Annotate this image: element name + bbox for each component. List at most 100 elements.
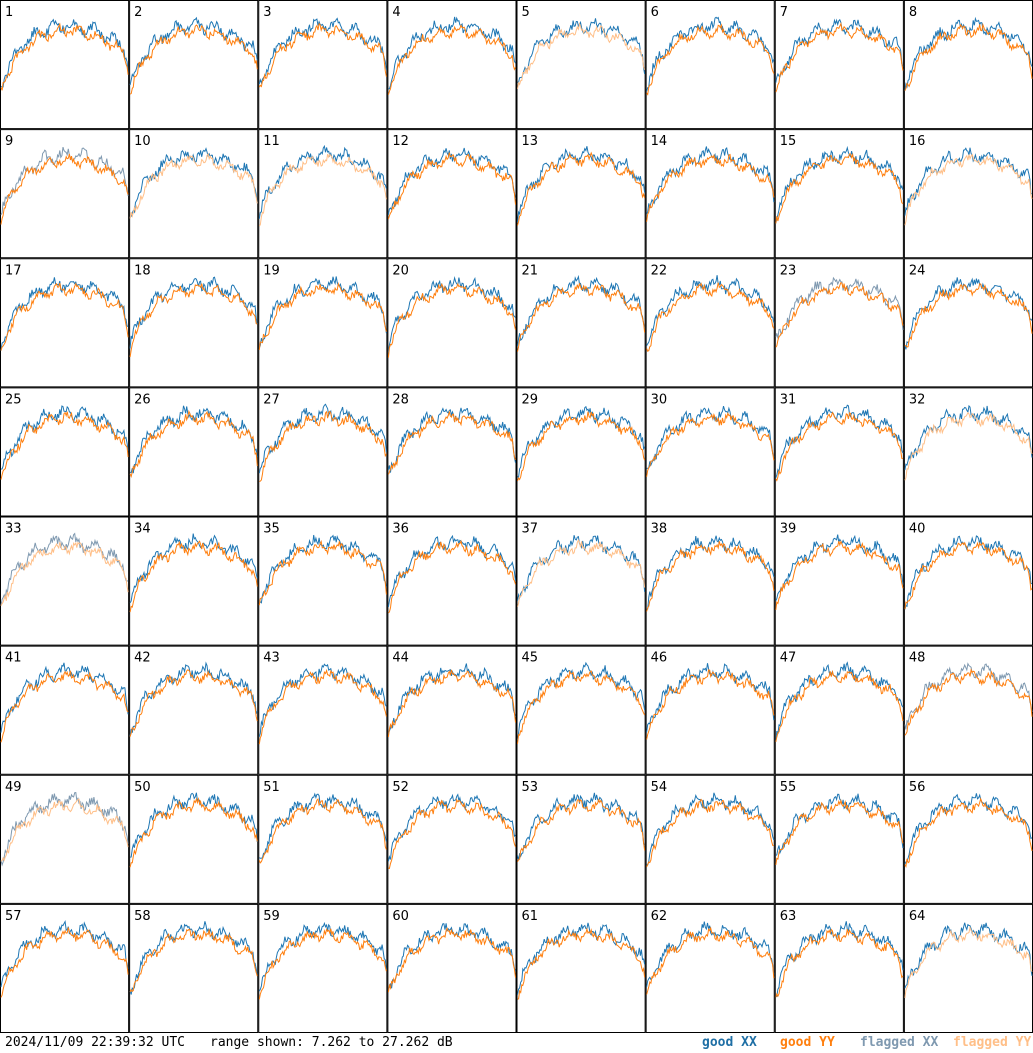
panel-63: 63 bbox=[774, 903, 904, 1033]
panel-label: 56 bbox=[909, 780, 926, 795]
xx-line bbox=[0, 277, 129, 351]
xx-line bbox=[387, 276, 516, 353]
panel-label: 31 bbox=[780, 392, 797, 407]
panel-label: 49 bbox=[5, 780, 22, 795]
yy-line bbox=[0, 927, 129, 998]
panel-label: 63 bbox=[780, 909, 797, 924]
panel-label: 28 bbox=[392, 392, 409, 407]
panel-label: 20 bbox=[392, 263, 409, 278]
panel-45: 45 bbox=[516, 645, 646, 775]
panel-15: 15 bbox=[774, 129, 904, 259]
panel-frame bbox=[774, 387, 904, 517]
panel-frame bbox=[0, 774, 130, 904]
panel-55: 55 bbox=[774, 774, 904, 904]
panel-frame bbox=[387, 129, 517, 259]
xx-line bbox=[387, 793, 516, 862]
panel-label: 32 bbox=[909, 392, 926, 407]
panel-frame bbox=[129, 645, 259, 775]
yy-line bbox=[517, 283, 646, 352]
panel-frame bbox=[387, 903, 517, 1033]
panel-label: 62 bbox=[651, 909, 668, 924]
panel-label: 25 bbox=[5, 392, 22, 407]
panel-22: 22 bbox=[645, 258, 775, 388]
panel-label: 35 bbox=[263, 522, 280, 537]
yy-line bbox=[517, 927, 646, 1000]
panel-frame bbox=[387, 516, 517, 646]
panel-60: 60 bbox=[387, 903, 517, 1033]
panel-label: 21 bbox=[522, 263, 539, 278]
panel-frame bbox=[645, 0, 775, 130]
panel-frame bbox=[516, 129, 646, 259]
panel-24: 24 bbox=[903, 258, 1033, 388]
panel-label: 5 bbox=[522, 5, 530, 20]
yy-line bbox=[646, 23, 775, 96]
yy-line bbox=[387, 926, 516, 993]
yy-line bbox=[258, 282, 387, 350]
panel-53: 53 bbox=[516, 774, 646, 904]
panel-frame bbox=[0, 516, 130, 646]
panel-frame bbox=[258, 0, 388, 130]
panel-16: 16 bbox=[903, 129, 1033, 259]
panel-frame bbox=[387, 387, 517, 517]
xx-line bbox=[258, 921, 387, 992]
panel-frame bbox=[129, 0, 259, 130]
panel-4: 4 bbox=[387, 0, 517, 130]
xx-line bbox=[129, 147, 258, 218]
yy-line bbox=[129, 283, 258, 358]
panel-46: 46 bbox=[645, 645, 775, 775]
panel-label: 14 bbox=[651, 134, 668, 149]
xx-line bbox=[904, 793, 1033, 865]
yy-line bbox=[775, 411, 904, 482]
yy-line bbox=[0, 22, 129, 91]
yy-line bbox=[0, 541, 129, 607]
yy-line bbox=[258, 798, 387, 864]
panel-frame bbox=[774, 774, 904, 904]
panel-label: 4 bbox=[392, 5, 400, 20]
panel-56: 56 bbox=[903, 774, 1033, 904]
panel-label: 52 bbox=[392, 780, 409, 795]
panel-frame bbox=[774, 645, 904, 775]
range-label: range shown: 7.262 to 27.262 dB bbox=[210, 1035, 453, 1050]
xx-line bbox=[0, 662, 129, 733]
yy-line bbox=[129, 669, 258, 737]
yy-line bbox=[0, 411, 129, 480]
panel-47: 47 bbox=[774, 645, 904, 775]
panel-label: 1 bbox=[5, 5, 13, 20]
xx-line bbox=[904, 535, 1033, 610]
panel-2: 2 bbox=[129, 0, 259, 130]
panel-label: 23 bbox=[780, 263, 797, 278]
yy-line bbox=[388, 798, 516, 870]
panel-label: 16 bbox=[909, 134, 926, 149]
panel-frame bbox=[258, 258, 388, 388]
panel-label: 41 bbox=[5, 651, 22, 666]
panel-12: 12 bbox=[387, 129, 517, 259]
yy-line bbox=[387, 410, 516, 475]
xx-line bbox=[0, 792, 129, 867]
panel-label: 44 bbox=[392, 651, 409, 666]
xx-line bbox=[258, 403, 387, 474]
panel-frame bbox=[774, 129, 904, 259]
legend-flagged-xx: flagged XX bbox=[860, 1035, 939, 1050]
yy-line bbox=[775, 928, 904, 998]
legend-good-yy: good YY bbox=[780, 1035, 835, 1050]
panel-18: 18 bbox=[129, 258, 259, 388]
panel-frame bbox=[645, 903, 775, 1033]
panel-frame bbox=[903, 0, 1033, 130]
yy-line bbox=[646, 926, 775, 995]
panel-43: 43 bbox=[258, 645, 388, 775]
xx-line bbox=[775, 276, 904, 339]
panel-frame bbox=[129, 258, 259, 388]
panel-36: 36 bbox=[387, 516, 517, 646]
yy-line bbox=[775, 152, 904, 224]
panel-label: 24 bbox=[909, 263, 926, 278]
panel-label: 10 bbox=[134, 134, 151, 149]
xx-line bbox=[775, 404, 904, 478]
panel-57: 57 bbox=[0, 903, 130, 1033]
panel-frame bbox=[645, 516, 775, 646]
xx-line bbox=[517, 146, 646, 223]
xx-line bbox=[129, 276, 258, 349]
yy-line bbox=[646, 541, 775, 612]
yy-line bbox=[517, 539, 646, 607]
panel-49: 49 bbox=[0, 774, 130, 904]
yy-line bbox=[129, 928, 258, 993]
